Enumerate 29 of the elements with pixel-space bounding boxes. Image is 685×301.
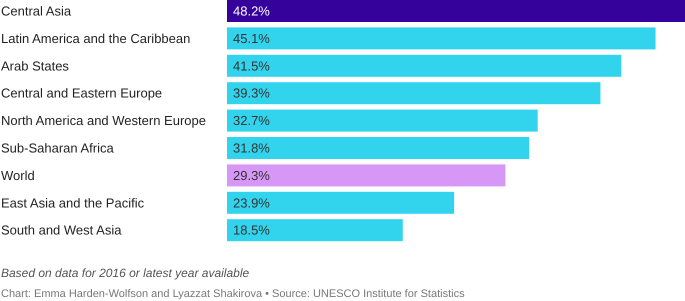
y-tick-label: Central and Eastern Europe — [1, 86, 162, 101]
data-label: 32.7% — [233, 113, 270, 128]
y-tick-label: World — [1, 168, 35, 183]
y-tick-label: North America and Western Europe — [1, 113, 206, 128]
data-label: 18.5% — [233, 222, 270, 238]
y-tick-label: East Asia and the Pacific — [1, 195, 145, 210]
data-label: 23.9% — [233, 195, 270, 210]
bar — [227, 27, 656, 50]
bar — [227, 110, 538, 132]
bar — [227, 164, 506, 186]
bar — [227, 219, 403, 242]
data-label: 48.2% — [233, 4, 270, 18]
text: Chart: Emma Harden-Wolfson and Lyazzat Shakirova • Source: UNESCO Institute for Statistics — [1, 288, 466, 300]
y-tick-label: Central Asia — [1, 4, 72, 18]
text: Based on data for 2016 or latest year available — [1, 266, 250, 280]
data-label: 29.3% — [233, 168, 270, 183]
bar — [227, 192, 454, 214]
data-label: 39.3% — [233, 86, 270, 101]
y-tick-label: Sub-Saharan Africa — [1, 140, 115, 156]
y-tick-label: South and West Asia — [1, 222, 122, 238]
bar — [227, 82, 600, 104]
y-tick-label: Latin America and the Caribbean — [1, 30, 190, 46]
y-tick-label: Arab States — [1, 58, 70, 74]
data-label: 41.5% — [233, 58, 270, 74]
data-label: 31.8% — [233, 140, 270, 156]
data-label: 45.1% — [233, 30, 270, 46]
bar — [227, 0, 685, 22]
bar — [227, 54, 622, 77]
bar — [227, 137, 530, 159]
